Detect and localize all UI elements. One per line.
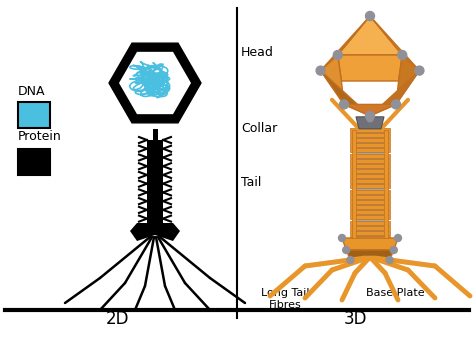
Text: Tail: Tail — [241, 176, 261, 190]
Polygon shape — [350, 148, 390, 152]
Polygon shape — [350, 190, 390, 194]
Polygon shape — [350, 185, 390, 189]
Polygon shape — [130, 223, 180, 241]
Bar — [384, 130, 388, 238]
Polygon shape — [350, 179, 390, 183]
Bar — [356, 130, 384, 238]
Polygon shape — [350, 210, 390, 214]
Bar — [18, 149, 50, 175]
Text: Collar: Collar — [241, 121, 277, 135]
Text: 3D: 3D — [343, 310, 367, 328]
Polygon shape — [350, 159, 390, 163]
Circle shape — [333, 50, 342, 59]
Polygon shape — [350, 169, 390, 173]
Circle shape — [347, 257, 354, 264]
Bar — [147, 140, 163, 223]
Polygon shape — [350, 221, 390, 224]
Polygon shape — [119, 52, 191, 114]
Bar — [352, 130, 356, 238]
Polygon shape — [396, 55, 419, 104]
Polygon shape — [370, 16, 419, 71]
Circle shape — [339, 100, 348, 109]
Text: Long Tail
Fibres: Long Tail Fibres — [261, 288, 309, 310]
Circle shape — [415, 66, 424, 75]
Circle shape — [316, 66, 325, 75]
Circle shape — [390, 246, 397, 254]
Circle shape — [386, 257, 393, 264]
Polygon shape — [350, 215, 390, 219]
Circle shape — [367, 116, 373, 122]
Polygon shape — [350, 205, 390, 209]
Polygon shape — [350, 226, 390, 230]
Polygon shape — [320, 71, 370, 116]
Polygon shape — [338, 55, 402, 81]
Polygon shape — [350, 236, 390, 240]
Polygon shape — [350, 231, 390, 235]
Circle shape — [394, 235, 401, 241]
Bar — [18, 102, 50, 128]
Text: Base Plate: Base Plate — [365, 288, 424, 298]
Polygon shape — [350, 143, 390, 147]
Polygon shape — [350, 195, 390, 199]
Polygon shape — [320, 16, 370, 71]
Circle shape — [343, 246, 350, 254]
Polygon shape — [370, 71, 419, 116]
Circle shape — [365, 11, 374, 21]
Polygon shape — [342, 238, 398, 250]
Text: Head: Head — [241, 47, 274, 59]
Bar — [153, 129, 158, 140]
Circle shape — [398, 50, 407, 59]
Text: 2D: 2D — [106, 310, 130, 328]
Polygon shape — [320, 55, 344, 104]
Polygon shape — [344, 104, 396, 116]
Text: DNA: DNA — [18, 85, 46, 98]
Polygon shape — [350, 200, 390, 204]
Text: Protein: Protein — [18, 130, 62, 143]
Polygon shape — [350, 153, 390, 158]
Polygon shape — [350, 128, 390, 132]
Circle shape — [365, 111, 374, 120]
Circle shape — [338, 235, 346, 241]
Polygon shape — [356, 117, 384, 129]
Polygon shape — [350, 174, 390, 178]
Polygon shape — [346, 250, 394, 260]
Polygon shape — [350, 138, 390, 142]
Polygon shape — [338, 16, 402, 55]
Polygon shape — [109, 43, 201, 123]
Circle shape — [392, 100, 401, 109]
Polygon shape — [350, 164, 390, 168]
Polygon shape — [350, 133, 390, 137]
